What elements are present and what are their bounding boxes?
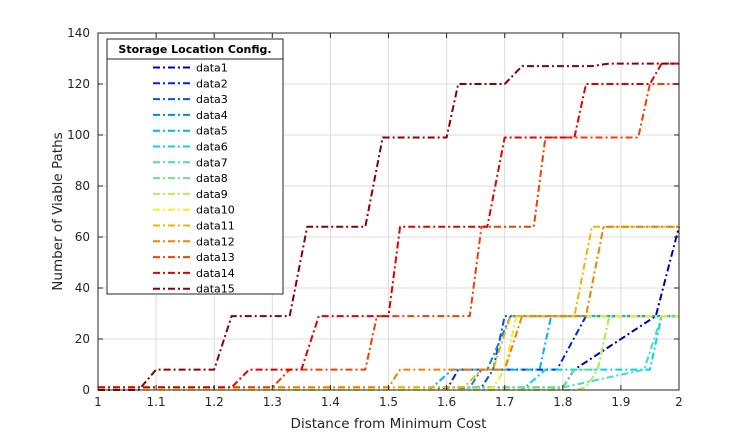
series-line-data13	[98, 83, 679, 389]
y-tick-label: 40	[75, 281, 90, 295]
legend: Storage Location Config. data1 data2 data3…	[106, 38, 284, 296]
legend-label-data10: data10	[196, 204, 235, 217]
x-axis-label: Distance from Minimum Cost	[291, 416, 487, 432]
y-tick-label: 100	[67, 128, 90, 142]
x-tick-label: 1.4	[321, 395, 340, 409]
x-tick-label: 1.8	[553, 395, 572, 409]
series-line-data11	[98, 225, 679, 389]
x-tick-label: 1.9	[611, 395, 630, 409]
legend-label-data7: data7	[196, 156, 228, 169]
legend-label-data12: data12	[196, 235, 235, 248]
ticks: 1 1.1 1.2 1.3 1.4 1.5 1.6 1.7 1.8 1.9 202040608010…	[67, 26, 683, 409]
y-tick-label: 60	[75, 230, 90, 244]
legend-label-data9: data9	[196, 188, 228, 201]
x-tick-label: 2	[675, 395, 683, 409]
y-tick-label: 80	[75, 179, 90, 193]
x-tick-label: 1	[94, 395, 102, 409]
x-tick-label: 1.3	[263, 395, 282, 409]
y-tick-label: 120	[67, 77, 90, 91]
legend-label-data4: data4	[196, 109, 228, 122]
x-tick-label: 1.6	[437, 395, 456, 409]
legend-label-data2: data2	[196, 77, 228, 90]
legend-label-data11: data11	[196, 220, 235, 233]
x-tick-label: 1.1	[147, 395, 166, 409]
legend-label-data6: data6	[196, 141, 228, 154]
y-tick-label: 140	[67, 26, 90, 40]
y-tick-label: 0	[82, 383, 90, 397]
legend-items: data1 data2 data3 data4 data5 data6 data7 data8…	[153, 62, 235, 296]
legend-label-data15: data15	[196, 283, 235, 296]
legend-label-data13: data13	[196, 251, 235, 264]
x-tick-label: 1.2	[205, 395, 224, 409]
legend-label-data5: data5	[196, 125, 228, 138]
legend-label-data14: data14	[196, 267, 235, 280]
x-tick-label: 1.5	[379, 395, 398, 409]
legend-label-data8: data8	[196, 172, 228, 185]
y-axis-label: Number of Viable Paths	[50, 132, 66, 290]
y-tick-label: 20	[75, 332, 90, 346]
legend-label-data1: data1	[196, 62, 228, 75]
legend-box	[106, 38, 284, 295]
series-line-data14	[98, 62, 679, 389]
legend-label-data3: data3	[196, 93, 228, 106]
x-tick-label: 1.7	[495, 395, 514, 409]
series-line-data15	[98, 62, 679, 391]
legend-title: Storage Location Config.	[118, 43, 271, 56]
